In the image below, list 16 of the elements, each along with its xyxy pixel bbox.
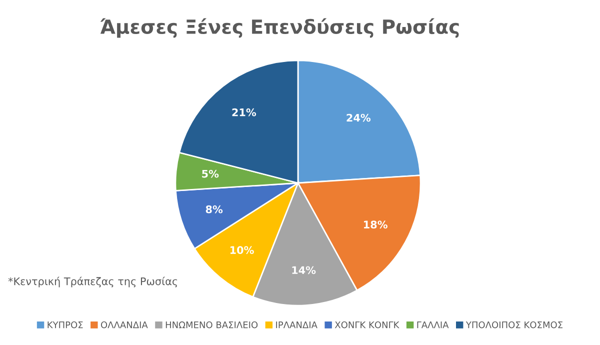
- legend-label: ΧΟΝΓΚ ΚΟΝΓΚ: [334, 321, 400, 328]
- data-label: 8%: [206, 205, 223, 214]
- data-label: 10%: [230, 246, 254, 254]
- legend-label: ΥΠΟΛΟΙΠΟΣ ΚΟΣΜΟΣ: [466, 321, 562, 328]
- legend-label: ΗΝΩΜΕΝΟ ΒΑΣΙΛΕΙΟ: [166, 321, 258, 328]
- data-label: 5%: [202, 170, 219, 178]
- legend-label: ΚΥΠΡΟΣ: [48, 321, 83, 328]
- legend-label: ΟΛΛΑΝΔΙΑ: [100, 321, 148, 328]
- legend-label: ΓΑΛΛΙΑ: [417, 322, 449, 328]
- legend-label: ΙΡΛΑΝΔΙΑ: [276, 322, 318, 328]
- chart-title: Άμεσες Ξένες Επενδύσεις Ρωσίας: [100, 18, 459, 38]
- data-label: 18%: [364, 220, 388, 229]
- data-label: 21%: [232, 108, 256, 116]
- data-label: 24%: [346, 114, 371, 122]
- text: *Κεντρική Τράπεζας της Ρωσίας: [8, 276, 178, 288]
- data-label: 14%: [292, 266, 316, 274]
